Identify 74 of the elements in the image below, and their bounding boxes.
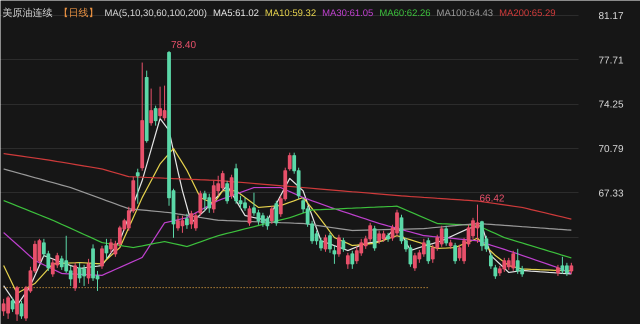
candlestick [248, 205, 252, 226]
candlestick [372, 225, 377, 252]
candlestick [354, 246, 359, 264]
candlestick [185, 213, 189, 230]
candlestick [274, 200, 278, 226]
candlestick [212, 180, 216, 214]
y-tick-label: 77.71 [598, 55, 624, 66]
text: MA60:62.26 [379, 8, 431, 19]
line-series [3, 152, 572, 220]
candlestick [426, 237, 430, 264]
candlestick [86, 258, 90, 284]
candlestick [448, 239, 453, 250]
candlestick [506, 257, 511, 270]
candlestick [444, 225, 448, 246]
candlestick [422, 238, 426, 258]
candlestick [60, 255, 64, 270]
candlestick [346, 252, 350, 270]
candlestick [440, 225, 444, 248]
candlestick [350, 250, 354, 270]
annotation: MA(5,10,30,60,100,200) [104, 8, 207, 19]
candlestick [453, 242, 458, 264]
candlestick [225, 180, 230, 204]
candlestick [136, 168, 140, 204]
candlestick [50, 258, 55, 278]
y-tick-label: 81.17 [598, 11, 624, 22]
annotation: 78.40 [171, 40, 196, 52]
y-tick-label: 74.25 [598, 100, 624, 111]
candlestick [502, 257, 506, 272]
text: MA30:61.05 [322, 8, 374, 19]
y-tick-label: 70.79 [598, 144, 624, 156]
candlestick [154, 105, 158, 126]
candlestick [194, 212, 198, 232]
candlestick [516, 248, 520, 274]
y-tick-label: 67.33 [598, 188, 624, 200]
candlestick [413, 252, 417, 272]
candlestick [337, 234, 341, 258]
line-series [3, 118, 572, 306]
candlestick [270, 205, 274, 224]
candlestick [288, 152, 292, 172]
candlestick [556, 264, 560, 276]
candlestick [324, 234, 328, 252]
text: MA100:64.43 [436, 8, 494, 19]
candlestick [328, 232, 332, 254]
text: 美原油连续 [2, 7, 52, 19]
candlestick [368, 222, 372, 242]
candlestick [569, 262, 574, 274]
text: 【日线】 [58, 7, 98, 19]
candlestick [207, 193, 212, 214]
candlestick [198, 190, 202, 216]
candlestick [100, 245, 104, 270]
candlestick [189, 210, 194, 230]
candlestick [10, 297, 14, 312]
text: MA200:65.29 [499, 8, 556, 19]
candlestick [341, 237, 346, 252]
text: MA10:59.32 [264, 8, 316, 19]
candlestick [202, 190, 207, 212]
candlestick [149, 88, 154, 126]
candlestick [493, 264, 498, 280]
candlestick [73, 262, 78, 292]
candlestick [332, 245, 336, 264]
candlestick [220, 170, 225, 192]
candlestick [564, 262, 569, 276]
annotation: 66.42 [479, 194, 505, 205]
candlestick [377, 230, 382, 244]
line-series [3, 148, 572, 294]
candlestick [78, 262, 82, 284]
candlestick [265, 215, 270, 230]
candlestick [104, 238, 108, 260]
candlestick [511, 250, 516, 272]
candlestick [489, 252, 493, 270]
candlestick [230, 174, 234, 200]
candlestick [20, 300, 24, 320]
candlestick [2, 298, 6, 316]
text: MA5:61.02 [212, 8, 259, 19]
